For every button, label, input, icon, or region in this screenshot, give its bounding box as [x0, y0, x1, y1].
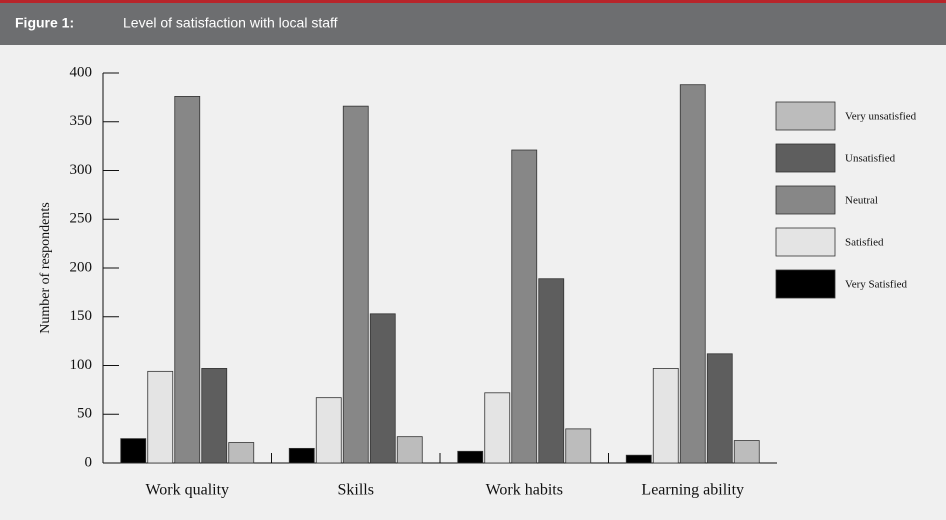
y-tick-label: 150: [70, 308, 93, 324]
bar: [652, 368, 679, 464]
x-tick-label: Work habits: [486, 482, 563, 499]
x-tick-label: Work quality: [145, 482, 229, 499]
legend-label: Very Satisfied: [845, 279, 908, 291]
bar: [733, 440, 760, 464]
bar: [147, 370, 174, 464]
chart-title: Level of satisfaction with local staff: [123, 15, 338, 31]
legend-swatch: [775, 227, 836, 257]
bar: [201, 368, 228, 464]
figure-label: Figure 1:: [15, 15, 74, 31]
bar: [706, 353, 733, 464]
legend-swatch: [775, 269, 836, 299]
header-bar: [0, 0, 946, 45]
y-tick-label: 300: [70, 162, 93, 178]
x-tick-label: Learning ability: [641, 482, 744, 499]
bar: [315, 397, 342, 464]
bar: [565, 428, 592, 464]
bar: [396, 436, 423, 464]
x-tick-label: Skills: [338, 482, 374, 499]
y-tick-label: 0: [85, 454, 93, 470]
legend-swatch: [775, 185, 836, 215]
y-tick-label: 350: [70, 113, 93, 129]
bar: [120, 438, 147, 464]
legend-label: Satisfied: [845, 237, 884, 249]
legend-label: Unsatisfied: [845, 153, 896, 165]
bar: [484, 392, 511, 464]
bar: [625, 454, 652, 464]
bar: [369, 313, 396, 464]
y-tick-label: 250: [70, 211, 93, 227]
legend-swatch: [775, 101, 836, 131]
bar: [342, 105, 369, 464]
y-tick-label: 400: [70, 64, 93, 80]
y-tick-label: 100: [70, 357, 93, 373]
bar: [174, 96, 201, 464]
bar: [457, 450, 484, 464]
legend-swatch: [775, 143, 836, 173]
header-rule: [0, 0, 946, 3]
bar: [288, 447, 315, 464]
bar: [679, 84, 706, 464]
bar: [538, 278, 565, 464]
bar: [511, 149, 538, 464]
legend-label: Very unsatisfied: [845, 111, 917, 123]
y-axis-label: Number of respondents: [38, 202, 53, 333]
y-tick-label: 50: [77, 406, 92, 422]
bar: [228, 442, 255, 464]
legend-label: Neutral: [845, 195, 878, 207]
y-tick-label: 200: [70, 259, 93, 275]
